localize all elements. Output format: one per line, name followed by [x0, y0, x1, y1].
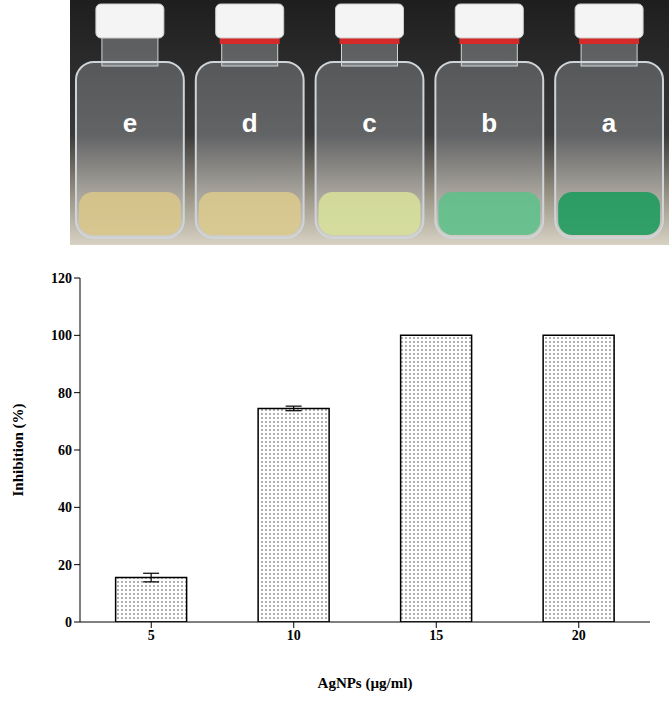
svg-text:AgNPs (µg/ml): AgNPs (µg/ml)	[318, 675, 413, 692]
svg-text:a: a	[602, 108, 617, 138]
svg-text:0: 0	[65, 615, 72, 630]
svg-text:d: d	[242, 108, 258, 138]
svg-text:80: 80	[58, 386, 72, 401]
svg-text:20: 20	[58, 558, 72, 573]
svg-text:Inhibition (%): Inhibition (%)	[10, 404, 27, 497]
svg-text:15: 15	[429, 628, 443, 643]
svg-text:120: 120	[51, 271, 72, 286]
svg-text:c: c	[362, 108, 376, 138]
svg-text:e: e	[123, 108, 137, 138]
svg-text:60: 60	[58, 443, 72, 458]
svg-text:100: 100	[51, 328, 72, 343]
svg-text:b: b	[481, 108, 497, 138]
svg-text:40: 40	[58, 500, 72, 515]
svg-text:10: 10	[287, 628, 301, 643]
svg-text:5: 5	[148, 628, 155, 643]
svg-text:20: 20	[572, 628, 586, 643]
